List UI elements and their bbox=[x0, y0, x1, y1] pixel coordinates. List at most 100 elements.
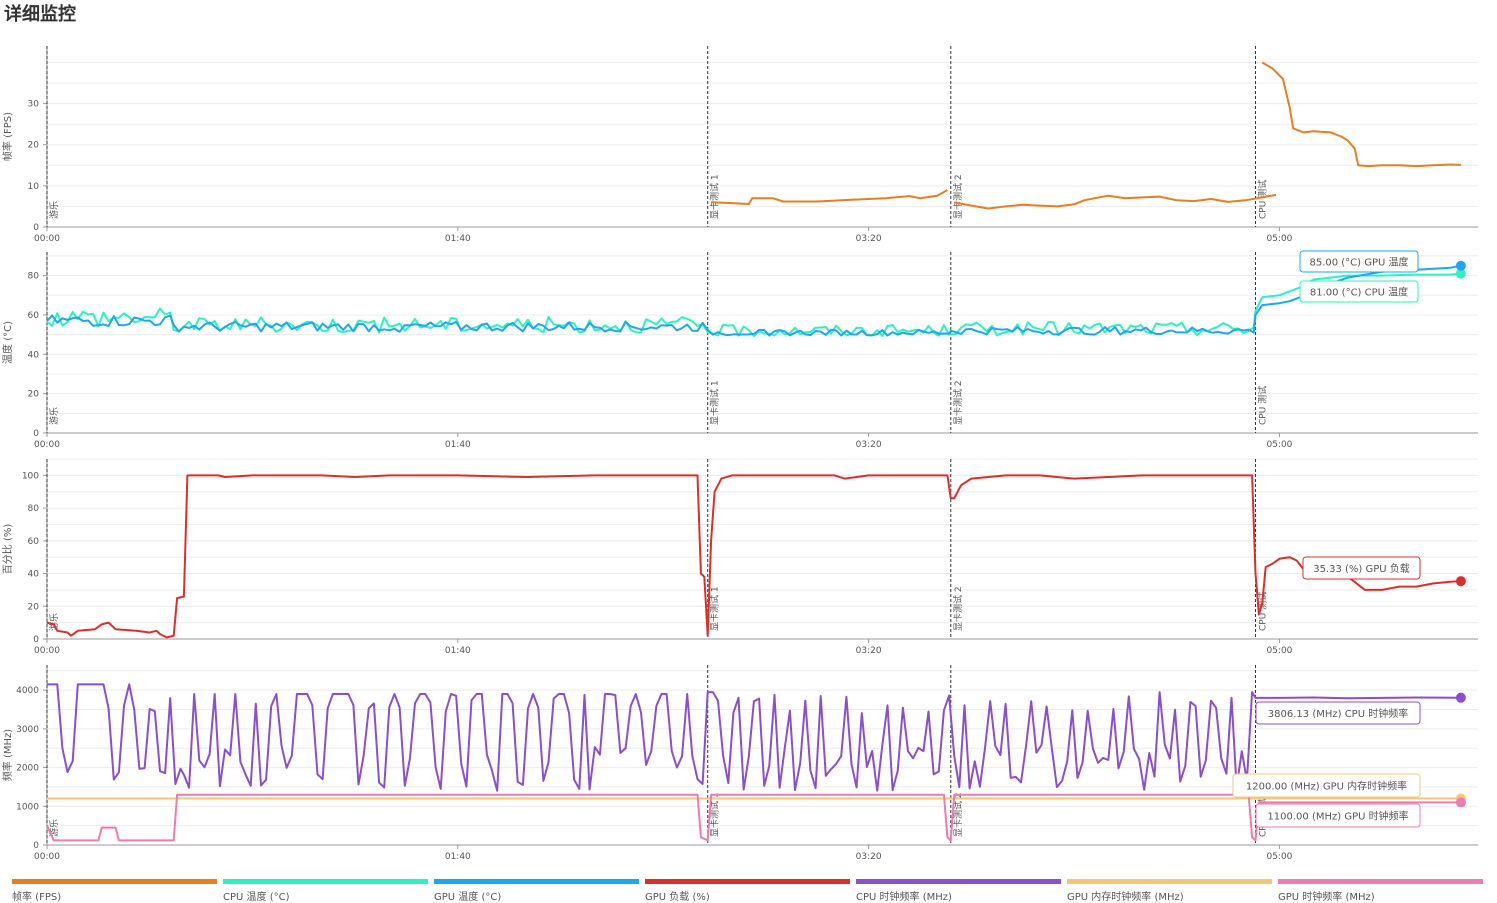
y-tick-label: 0 bbox=[33, 429, 39, 439]
legend-swatch bbox=[1067, 879, 1272, 884]
value-callout-box bbox=[1299, 250, 1419, 273]
legend-swatch bbox=[1278, 879, 1483, 884]
y-tick-label: 0 bbox=[33, 223, 39, 233]
series-end-point bbox=[1455, 692, 1466, 703]
legend-label[interactable]: CPU 时钟频率 (MHz) bbox=[856, 892, 952, 903]
value-callout-box bbox=[1232, 773, 1421, 798]
series-end-point bbox=[1455, 797, 1466, 808]
y-tick-label: 3000 bbox=[16, 725, 39, 735]
page-title: 详细监控 bbox=[4, 4, 76, 25]
chart-panel-2: 0 20 40 60 80 100 00:00 01:40 03:20 05:00 百分比 (%) 游… bbox=[2, 458, 1478, 656]
y-tick-label: 20 bbox=[28, 141, 40, 151]
x-tick-label: 00:00 bbox=[34, 234, 60, 244]
x-tick-label: 00:00 bbox=[34, 852, 60, 862]
x-tick-label: 01:40 bbox=[445, 646, 471, 656]
legend-label[interactable]: 帧率 (FPS) bbox=[12, 892, 62, 903]
y-axis-title: 频率 (MHz) bbox=[1, 729, 14, 781]
x-tick-label: 03:20 bbox=[856, 440, 882, 450]
legend-swatch bbox=[645, 879, 850, 884]
legend-label[interactable]: GPU 负载 (%) bbox=[645, 892, 710, 903]
marker-label: 游乐 bbox=[48, 407, 60, 425]
legend-swatch bbox=[434, 879, 639, 884]
value-callout-label: 81.00 (°C) CPU 温度 bbox=[1310, 286, 1408, 299]
value-callout-label: 35.33 (%) GPU 负载 bbox=[1313, 562, 1410, 575]
value-callout-label: 3806.13 (MHz) CPU 时钟频率 bbox=[1268, 707, 1408, 720]
marker-label: CPU 测试 bbox=[1256, 386, 1268, 425]
y-tick-label: 0 bbox=[33, 635, 39, 645]
x-tick-label: 01:40 bbox=[445, 234, 471, 244]
y-axis-title: 百分比 (%) bbox=[2, 524, 14, 575]
series-line bbox=[46, 272, 1461, 338]
marker-label: CPU 测试 bbox=[1256, 180, 1268, 219]
series-line bbox=[46, 474, 1461, 639]
y-tick-label: 4000 bbox=[16, 686, 39, 696]
y-tick-label: 10 bbox=[28, 182, 40, 192]
x-tick-label: 03:20 bbox=[856, 234, 882, 244]
y-tick-label: 60 bbox=[28, 311, 40, 321]
series-end-point bbox=[1455, 260, 1466, 271]
y-tick-label: 40 bbox=[28, 350, 40, 360]
marker-label: 显卡测试 2 bbox=[952, 792, 964, 837]
marker-label: 显卡测试 1 bbox=[709, 380, 721, 425]
marker-label: 显卡测试 1 bbox=[709, 174, 721, 219]
y-tick-label: 20 bbox=[28, 390, 40, 400]
series-end-point bbox=[1455, 268, 1466, 279]
y-tick-label: 0 bbox=[33, 841, 39, 851]
value-callout-box bbox=[1255, 803, 1421, 828]
marker-label: 游乐 bbox=[48, 201, 60, 219]
y-tick-label: 80 bbox=[28, 504, 40, 514]
legend-label[interactable]: GPU 内存时钟频率 (MHz) bbox=[1067, 892, 1184, 903]
y-tick-label: 60 bbox=[28, 537, 40, 547]
legend-label[interactable]: GPU 温度 (°C) bbox=[434, 892, 502, 903]
series-end-point bbox=[1455, 576, 1466, 587]
legend-swatch bbox=[223, 879, 428, 884]
series-line bbox=[1261, 61, 1461, 168]
x-tick-label: 03:20 bbox=[856, 646, 882, 656]
x-tick-label: 00:00 bbox=[34, 440, 60, 450]
marker-label: CPU 测试 bbox=[1256, 592, 1268, 631]
x-tick-label: 05:00 bbox=[1266, 440, 1292, 450]
value-callout-label: 1100.00 (MHz) GPU 时钟频率 bbox=[1267, 810, 1408, 823]
series-line bbox=[954, 193, 1277, 210]
chart-panel-1: 0 20 40 60 80 00:00 01:40 03:20 05:00 温度 (°C) 游乐 显卡… bbox=[1, 252, 1478, 450]
marker-label: 显卡测试 1 bbox=[709, 586, 721, 631]
legend-swatch bbox=[856, 879, 1061, 884]
series-line bbox=[711, 189, 948, 205]
x-tick-label: 03:20 bbox=[856, 852, 882, 862]
x-tick-label: 05:00 bbox=[1266, 852, 1292, 862]
marker-label: 显卡测试 1 bbox=[709, 792, 721, 837]
x-tick-label: 00:00 bbox=[34, 646, 60, 656]
value-callout-label: 85.00 (°C) GPU 温度 bbox=[1309, 256, 1408, 269]
series-line bbox=[47, 683, 1461, 792]
chart-panel-0: 0 10 20 30 00:00 01:40 03:20 05:00 帧率 (FPS) 游乐 显卡测… bbox=[1, 46, 1478, 244]
y-axis-title: 温度 (°C) bbox=[1, 321, 14, 364]
chart-panel-3: 0 1000 2000 3000 4000 00:00 01:40 03:20 05:00 频率 … bbox=[1, 665, 1478, 862]
y-tick-label: 80 bbox=[28, 272, 40, 282]
marker-label: 显卡测试 2 bbox=[952, 586, 964, 631]
x-tick-label: 01:40 bbox=[445, 440, 471, 450]
series-line bbox=[46, 793, 1461, 842]
value-callout-box bbox=[1302, 556, 1421, 580]
x-tick-label: 05:00 bbox=[1266, 234, 1292, 244]
marker-label: 游乐 bbox=[48, 613, 60, 631]
legend-swatch bbox=[12, 879, 217, 884]
y-tick-label: 100 bbox=[22, 471, 39, 481]
marker-label: 显卡测试 2 bbox=[952, 380, 964, 425]
marker-label: 显卡测试 2 bbox=[952, 174, 964, 219]
legend-label[interactable]: GPU 时钟频率 (MHz) bbox=[1278, 892, 1375, 903]
y-axis-title: 帧率 (FPS) bbox=[1, 112, 14, 161]
x-tick-label: 05:00 bbox=[1266, 646, 1292, 656]
legend-label[interactable]: CPU 温度 (°C) bbox=[223, 892, 290, 903]
y-tick-label: 20 bbox=[28, 602, 40, 612]
value-callout-box bbox=[1299, 280, 1419, 303]
y-tick-label: 40 bbox=[28, 570, 40, 580]
value-callout-box bbox=[1255, 701, 1421, 725]
value-callout-label: 1200.00 (MHz) GPU 内存时钟频率 bbox=[1246, 780, 1407, 793]
y-tick-label: 30 bbox=[28, 100, 40, 110]
y-tick-label: 1000 bbox=[16, 802, 39, 812]
x-tick-label: 01:40 bbox=[445, 852, 471, 862]
series-line bbox=[46, 264, 1462, 337]
marker-label: 游乐 bbox=[48, 819, 60, 837]
y-tick-label: 2000 bbox=[16, 764, 39, 774]
